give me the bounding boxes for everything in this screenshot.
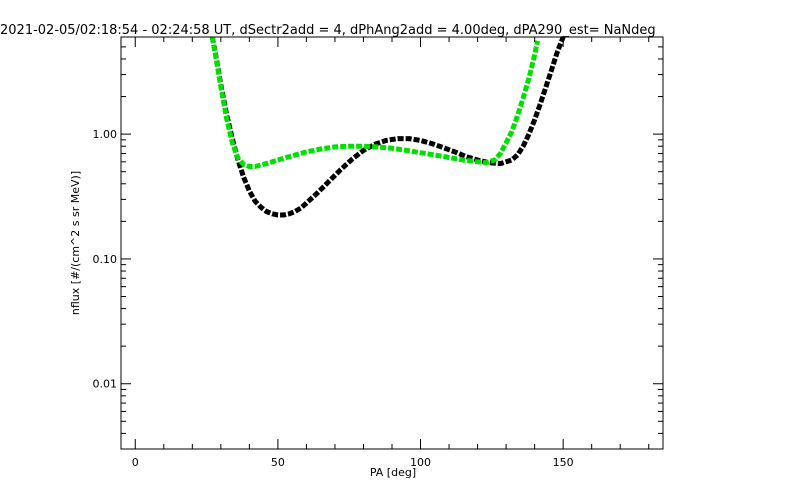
series-line-1 (209, 36, 540, 169)
data-curves (209, 36, 566, 218)
x-tick-label: 150 (553, 456, 574, 469)
y-axis-label: nflux [#/(cm^2 s sr MeV)] (69, 171, 82, 315)
y-tick-label: 0.10 (93, 253, 118, 266)
x-tick-label: 0 (132, 456, 139, 469)
x-axis-label: PA [deg] (370, 466, 416, 479)
series-line-0 (209, 36, 566, 218)
y-tick-label: 0.01 (93, 378, 118, 391)
plot-frame (120, 36, 664, 450)
chart-title: 2021-02-05/02:18:54 - 02:24:58 UT, dSect… (0, 23, 656, 38)
axis-ticks (121, 36, 663, 450)
x-tick-label: 50 (271, 456, 285, 469)
y-tick-label: 1.00 (93, 128, 118, 141)
tick-labels: 0 50 100 150 0.01 0.10 1.00 (93, 128, 574, 469)
x-tick-label: 100 (410, 456, 431, 469)
